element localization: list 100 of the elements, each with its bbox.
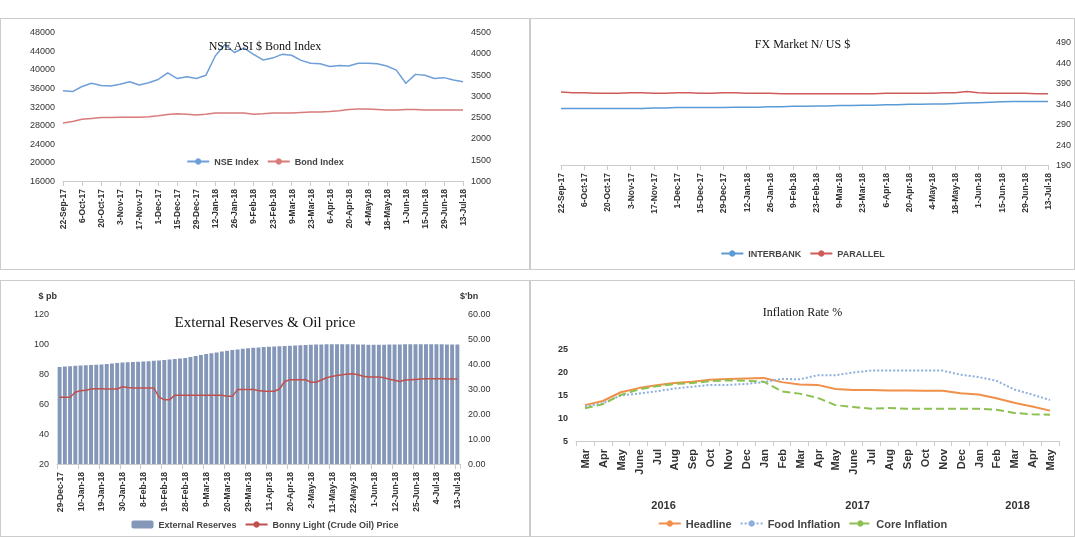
x-tick-label: 22-May-18 (347, 471, 358, 514)
x-tick-label: Sep (900, 448, 913, 470)
x-tick-label: 6-Apr-18 (880, 172, 891, 208)
y-tick-label: 290 (1055, 119, 1072, 129)
legend-label: External Reserves (158, 519, 237, 530)
x-tick-label: Oct (704, 448, 717, 468)
x-tick-label: 20-Apr-18 (284, 471, 295, 512)
y-tick-label: 100 (33, 339, 49, 349)
x-tick-label: 9-Feb-18 (248, 188, 259, 224)
x-tick-label: 19-Feb-18 (159, 471, 170, 512)
x-tick-label: 6-Apr-18 (324, 188, 335, 224)
y2-tick-label: 50.00 (468, 334, 491, 344)
y2-tick-label: 30.00 (468, 384, 491, 394)
y-tick-label: 44000 (29, 45, 55, 56)
x-tick-label: 30-Jan-18 (117, 471, 128, 512)
x-tick-label: 1-Dec-17 (671, 172, 682, 209)
x-tick-label: 20-Oct-17 (602, 172, 613, 212)
legend-label: Headline (685, 517, 732, 530)
x-tick-label: Apr (811, 448, 824, 468)
y-tick-label: 48000 (29, 27, 55, 37)
y-tick-label: 28000 (29, 120, 55, 131)
x-tick-label: 8-Feb-18 (138, 471, 149, 507)
y2-tick-label: 10.00 (468, 434, 491, 444)
x-tick-label: Jan (972, 448, 985, 468)
x-tick-label: 18-May-18 (381, 188, 392, 231)
x-tick-label: 20-Apr-18 (343, 188, 354, 229)
x-tick-label: 1-Jun-18 (368, 471, 379, 507)
x-tick-label: 29-Jun-18 (438, 188, 449, 229)
x-tick-label: Nov (936, 448, 949, 470)
x-tick-label: 13-Jul-18 (452, 471, 463, 509)
legend-label: NSE Index (214, 156, 259, 167)
x-tick-label: 29-Mar-18 (243, 471, 254, 512)
x-tick-label: 9-Mar-18 (834, 172, 845, 208)
legend-label: INTERBANK (748, 248, 802, 259)
text: NSE ASI $ Bond Index (208, 39, 322, 53)
x-tick-label: 29-Dec-17 (191, 188, 202, 230)
line-series (62, 108, 464, 124)
y-tick-label: 490 (1055, 37, 1072, 47)
x-tick-label: 15-Dec-17 (172, 188, 183, 230)
x-tick-label: 18-May-18 (950, 172, 961, 215)
y-tick-label: 5 (562, 436, 568, 446)
x-tick-label: 9-Feb-18 (787, 172, 798, 208)
x-tick-label: 23-Mar-18 (305, 188, 316, 229)
x-tick-label: 13-Jul-18 (458, 188, 468, 226)
legend-label: Bond Index (294, 156, 344, 167)
x-tick-label: Jul (650, 449, 663, 465)
x-tick-label: 28-Feb-18 (180, 471, 191, 512)
y2-tick-label: 4000 (471, 48, 492, 59)
y2-tick-label: 3500 (471, 69, 492, 80)
x-tick-label: 10-Jan-18 (75, 471, 86, 512)
y-tick-label: 20 (38, 459, 49, 469)
y-tick-label: 40 (38, 429, 49, 439)
x-tick-label: 20-Oct-17 (96, 188, 107, 228)
x-tick-label: 12-Jun-18 (389, 471, 400, 512)
legend-label: Bonny Light (Crude Oil) Price (272, 519, 399, 530)
x-tick-label: 29-Dec-17 (54, 471, 65, 513)
x-tick-label: 9-Mar-18 (201, 471, 212, 507)
x-tick-label: Apr (596, 448, 609, 468)
y-tick-label: 36000 (29, 82, 55, 93)
x-tick-label: 2-May-18 (305, 471, 316, 509)
x-tick-label: Dec (739, 449, 752, 470)
x-tick-label: May (614, 448, 627, 471)
y-tick-label: 20000 (29, 157, 55, 168)
y-tick-label: 15 (557, 390, 568, 400)
x-tick-label: Oct (918, 448, 931, 468)
y-tick-label: 25 (557, 344, 568, 354)
y-tick-label: 60 (38, 399, 49, 409)
x-tick-label: 12-Jan-18 (210, 188, 221, 229)
y2-tick-label: 2500 (471, 112, 492, 123)
x-tick-label: 15-Jun-18 (996, 172, 1007, 213)
x-tick-label: 6-Oct-17 (579, 172, 590, 208)
x-tick-label: 6-Oct-17 (77, 188, 88, 224)
chart-title: FX Market N/ US $ (754, 37, 851, 51)
y-tick-label: 24000 (29, 138, 55, 149)
line-series (62, 43, 464, 93)
x-tick-label: 25-Jun-18 (410, 471, 421, 512)
y-tick-label: 20 (557, 367, 568, 377)
y2-tick-label: 0.00 (468, 459, 486, 469)
x-tick-label: Feb (990, 448, 1003, 469)
x-tick-label: Mar (793, 448, 806, 469)
x-tick-label: 9-Mar-18 (286, 188, 297, 224)
x-tick-label: 26-Jan-18 (229, 188, 240, 229)
x-tick-label: 23-Feb-18 (811, 172, 822, 213)
y-tick-label: 340 (1055, 98, 1072, 109)
legend-label: PARALLEL (837, 248, 886, 259)
x-tick-label: 20-Apr-18 (903, 172, 914, 213)
x-tick-label: Apr (1026, 448, 1039, 468)
x-tick-label: 29-Jun-18 (1019, 172, 1030, 213)
text: 2018 (1005, 498, 1030, 511)
x-tick-label: 1-Jun-18 (400, 188, 411, 224)
x-tick-label: Aug (668, 449, 681, 471)
x-tick-label: 23-Mar-18 (857, 172, 868, 213)
y2-tick-label: 40.00 (468, 359, 491, 369)
y2-tick-label: 2000 (471, 133, 492, 144)
x-tick-label: Mar (1008, 448, 1021, 469)
x-tick-label: Mar (578, 448, 591, 469)
y-tick-label: 40000 (29, 64, 55, 75)
x-tick-label: Sep (686, 448, 699, 470)
x-tick-label: Dec (954, 449, 967, 470)
legend-label: Food Inflation (767, 517, 841, 530)
